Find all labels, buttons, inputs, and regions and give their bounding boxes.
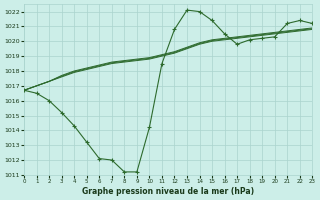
X-axis label: Graphe pression niveau de la mer (hPa): Graphe pression niveau de la mer (hPa): [82, 187, 254, 196]
